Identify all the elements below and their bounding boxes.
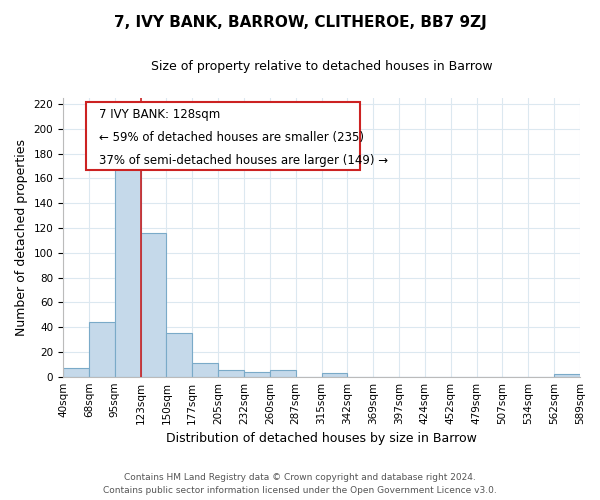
Bar [554, 374, 580, 376]
Text: Contains HM Land Registry data © Crown copyright and database right 2024.
Contai: Contains HM Land Registry data © Crown c… [103, 474, 497, 495]
Bar [270, 370, 296, 376]
Text: 37% of semi-detached houses are larger (149) →: 37% of semi-detached houses are larger (… [99, 154, 388, 166]
Text: 7, IVY BANK, BARROW, CLITHEROE, BB7 9ZJ: 7, IVY BANK, BARROW, CLITHEROE, BB7 9ZJ [113, 15, 487, 30]
Bar [218, 370, 244, 376]
Bar [192, 363, 218, 376]
Bar [115, 164, 140, 376]
Title: Size of property relative to detached houses in Barrow: Size of property relative to detached ho… [151, 60, 493, 73]
Text: ← 59% of detached houses are smaller (235): ← 59% of detached houses are smaller (23… [99, 131, 364, 144]
Bar [140, 233, 166, 376]
Y-axis label: Number of detached properties: Number of detached properties [15, 138, 28, 336]
Text: 7 IVY BANK: 128sqm: 7 IVY BANK: 128sqm [99, 108, 220, 120]
Bar [166, 334, 192, 376]
FancyBboxPatch shape [86, 102, 360, 170]
Bar [322, 373, 347, 376]
Bar [244, 372, 270, 376]
X-axis label: Distribution of detached houses by size in Barrow: Distribution of detached houses by size … [166, 432, 477, 445]
Bar [89, 322, 115, 376]
Bar [63, 368, 89, 376]
